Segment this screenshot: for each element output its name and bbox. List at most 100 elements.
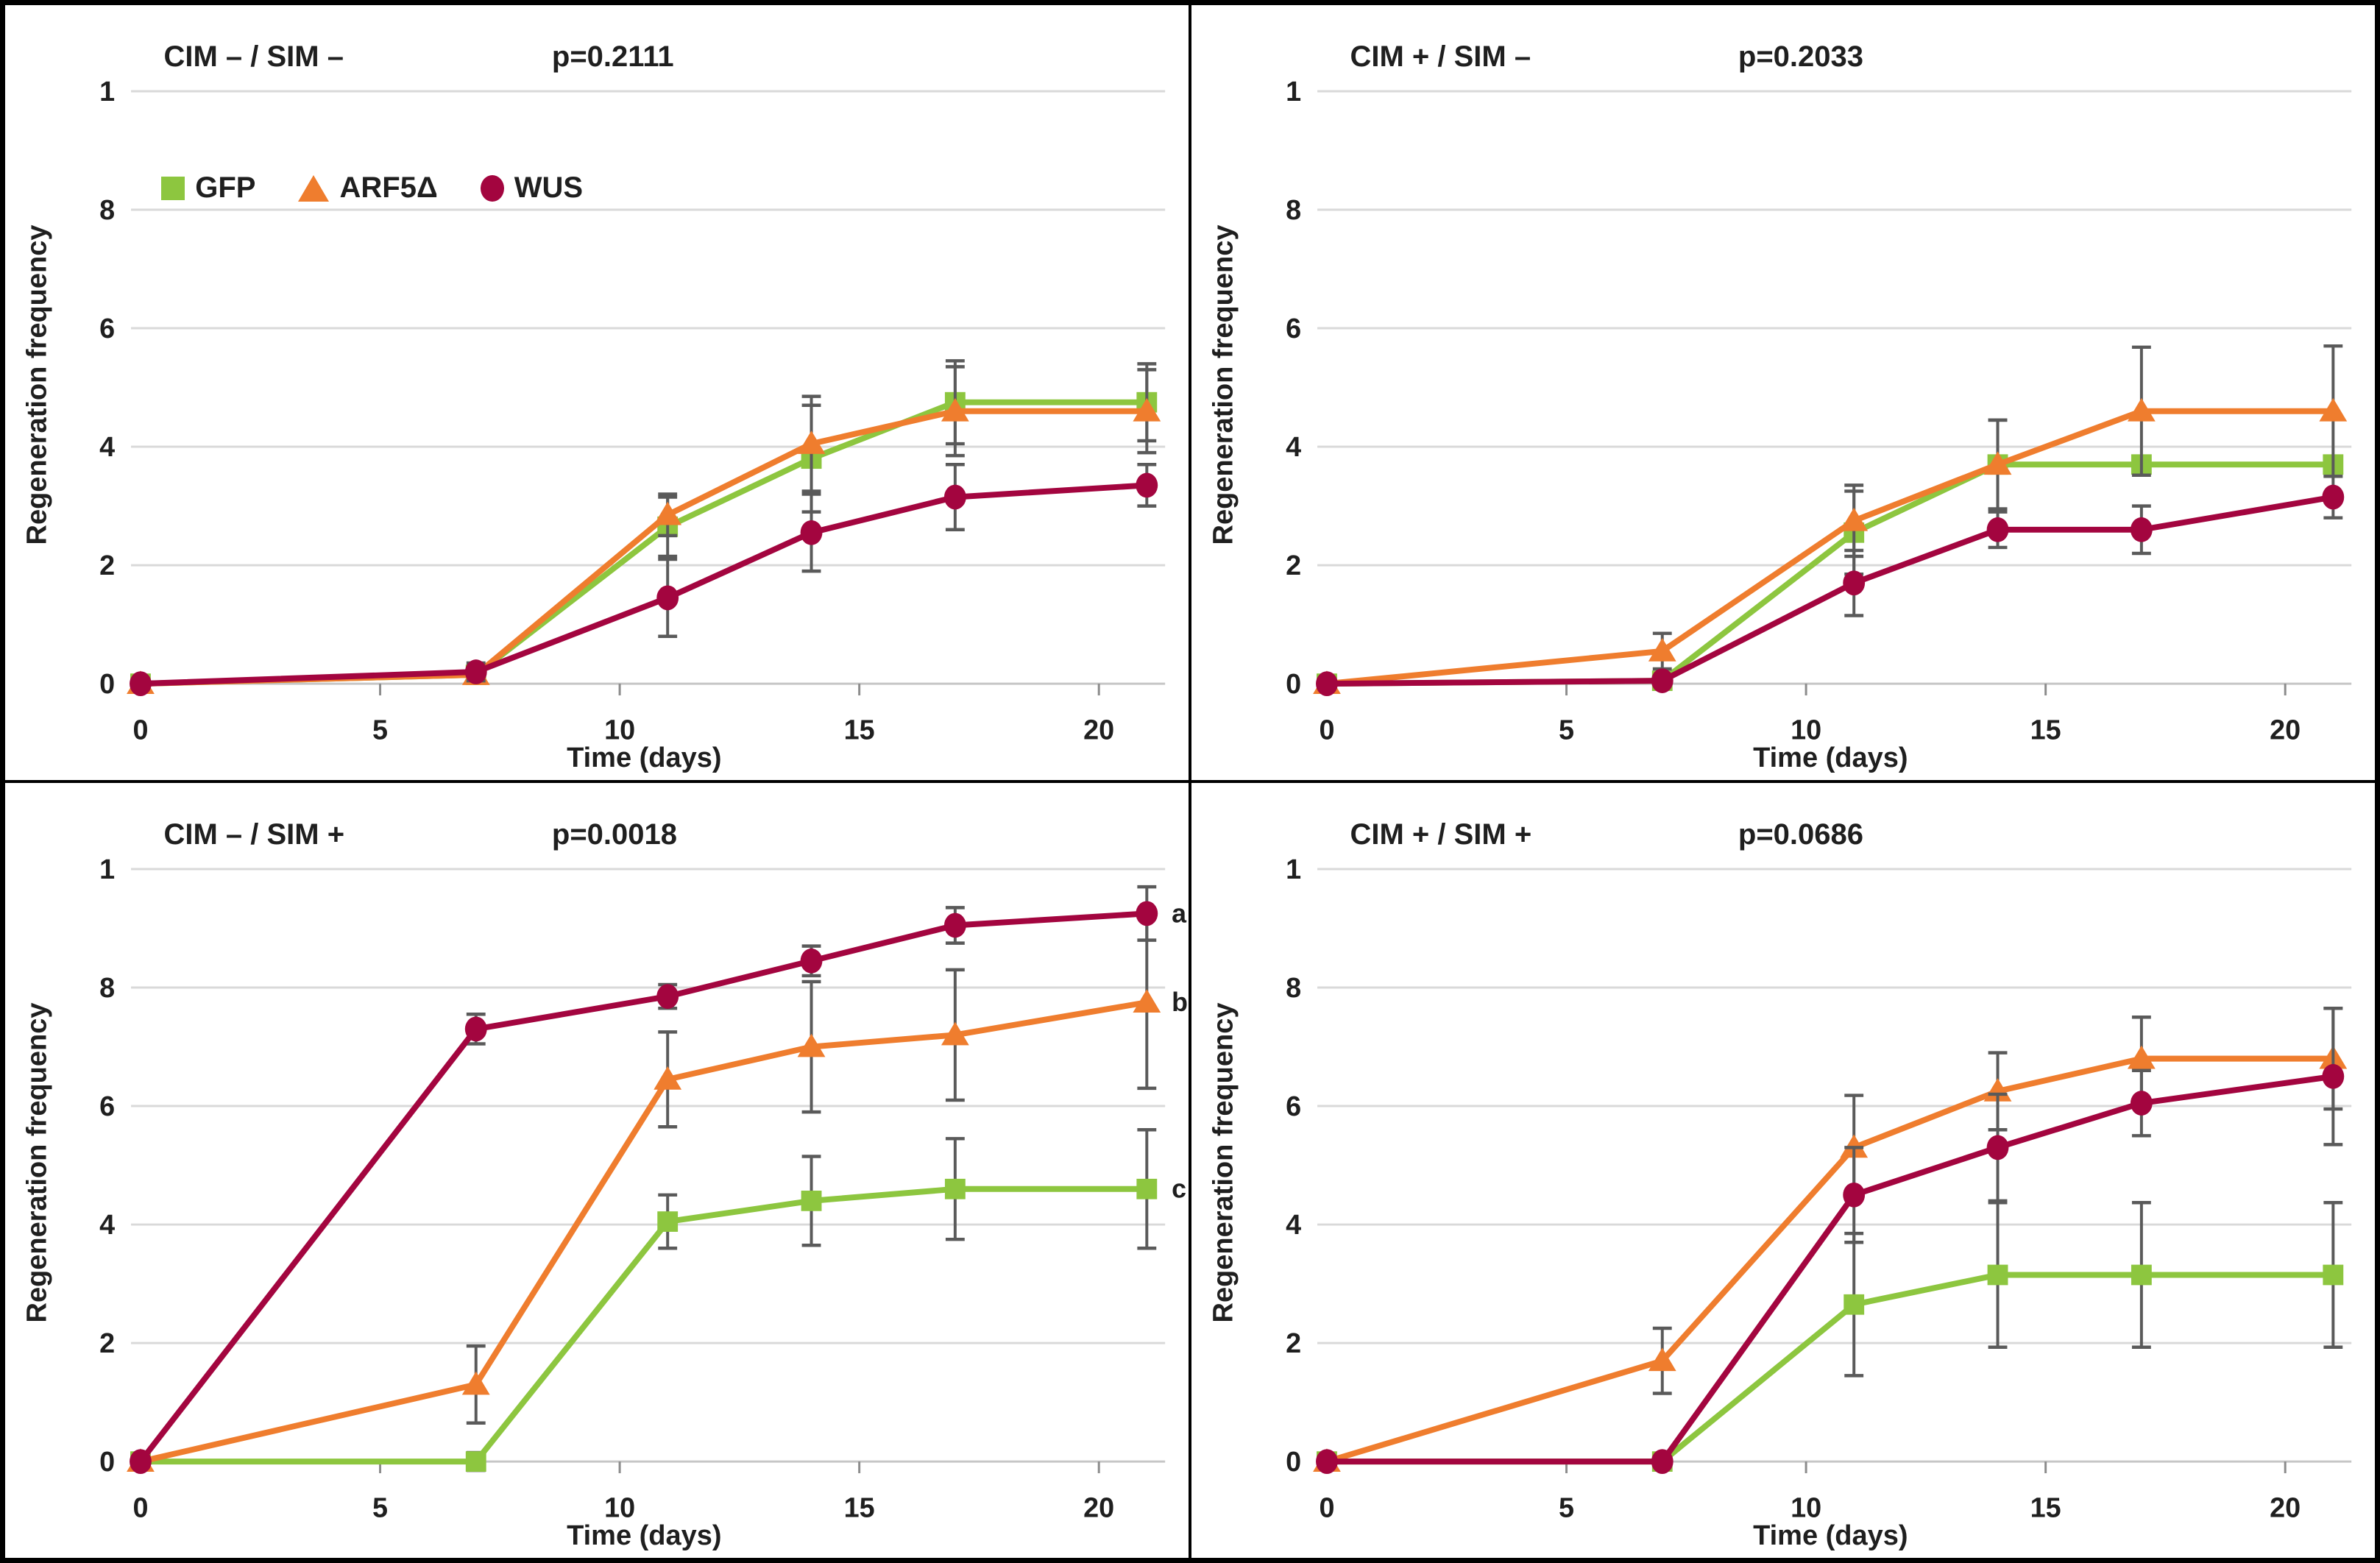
marker-triangle-ARF5 [1648, 637, 1676, 662]
marker-square-GFP [1987, 1264, 2008, 1286]
marker-square-GFP [2323, 1264, 2344, 1286]
y-tick-label: 8 [99, 972, 115, 1003]
y-tick-label: 6 [1286, 1091, 1301, 1121]
panel-cim-plus-sim-plus: 0 2 4 6 8 1 0 5 10 15 20 CIM + / SIM + p=0.0686 Re… [1190, 782, 2376, 1559]
x-tick-label: 5 [372, 715, 388, 745]
x-tick-label: 5 [1559, 1492, 1574, 1523]
marker-circle-WUS [2322, 484, 2345, 510]
series-line-GFP [1326, 1272, 2334, 1465]
annotation-letter-c: c [1172, 1174, 1186, 1204]
marker-circle-WUS [943, 912, 966, 938]
legend-item-wus: WUS [480, 171, 583, 205]
y-tick-label: 4 [1286, 431, 1301, 462]
x-tick-label: 20 [2270, 1492, 2301, 1523]
panel-cim-minus-sim-minus: 0 2 4 6 8 1 0 5 10 15 20 CIM – / SIM – p=0.2111 Re… [4, 4, 1190, 782]
wus-circle-marker-icon [480, 174, 504, 202]
x-tick-label: 15 [2030, 715, 2061, 745]
chart-title: CIM – / SIM – [163, 40, 344, 74]
x-axis-label: Time (days) [567, 742, 722, 773]
marker-triangle-ARF5 [654, 1066, 682, 1090]
chart-title: CIM + / SIM – [1350, 40, 1531, 74]
series-line-GFP [140, 399, 1147, 687]
y-tick-label: 0 [99, 1446, 115, 1477]
x-tick-label: 15 [2030, 1492, 2061, 1523]
marker-triangle-ARF5 [2127, 1045, 2156, 1069]
x-axis-label: Time (days) [1753, 1520, 1908, 1551]
marker-circle-WUS [1136, 472, 1158, 498]
y-tick-label: 2 [1286, 1328, 1301, 1358]
marker-circle-WUS [1316, 1449, 1338, 1474]
y-tick-label: 0 [1286, 1446, 1301, 1477]
x-tick-label: 0 [1319, 715, 1334, 745]
y-tick-label: 8 [1286, 972, 1301, 1003]
marker-triangle-ARF5 [654, 501, 682, 525]
p-value-label: p=0.2033 [1738, 40, 1864, 74]
x-tick-label: 20 [1083, 1492, 1114, 1523]
x-tick-label: 10 [1791, 715, 1821, 745]
legend-label: GFP [195, 171, 256, 205]
x-axis-label: Time (days) [567, 1520, 722, 1551]
marker-circle-WUS [800, 520, 823, 545]
y-axis-label: Regeneration frequency [21, 1002, 53, 1323]
y-tick-label: 1 [1286, 854, 1301, 885]
y-tick-label: 1 [1286, 76, 1301, 107]
marker-circle-WUS [1843, 1182, 1866, 1208]
annotation-letter-a: a [1172, 899, 1187, 928]
marker-circle-WUS [943, 484, 966, 510]
x-axis-label: Time (days) [1753, 742, 1908, 773]
y-tick-label: 2 [99, 1328, 115, 1358]
y-tick-label: 4 [1286, 1209, 1301, 1240]
x-tick-label: 10 [1791, 1492, 1821, 1523]
y-axis-label: Regeneration frequency [21, 224, 53, 545]
series-line-WUS [1326, 1073, 2334, 1465]
series-line-WUS [1326, 494, 2334, 687]
y-tick-label: 8 [1286, 194, 1301, 225]
marker-circle-WUS [2130, 1091, 2153, 1116]
legend-item-arf5: ARF5Δ [298, 171, 438, 205]
marker-triangle-ARF5 [1133, 989, 1161, 1013]
gfp-square-marker-icon [161, 176, 185, 200]
marker-square-GFP [1136, 1178, 1158, 1199]
marker-circle-WUS [130, 1449, 152, 1474]
y-tick-label: 0 [1286, 668, 1301, 699]
series-line-WUS [140, 482, 1147, 687]
y-tick-label: 8 [99, 194, 115, 225]
x-tick-label: 0 [132, 715, 148, 745]
marker-triangle-ARF5 [1648, 1347, 1676, 1372]
y-tick-label: 6 [99, 1091, 115, 1121]
marker-triangle-ARF5 [1983, 451, 2012, 475]
y-tick-label: 1 [99, 854, 115, 885]
marker-triangle-ARF5 [941, 1021, 969, 1046]
x-tick-label: 10 [604, 715, 635, 745]
marker-triangle-ARF5 [1133, 397, 1161, 422]
marker-circle-WUS [656, 984, 679, 1009]
series-line-GFP [1326, 461, 2334, 687]
marker-square-GFP [465, 1451, 486, 1472]
marker-triangle-ARF5 [1840, 507, 1869, 531]
annotation-letter-b: b [1172, 988, 1188, 1017]
marker-square-GFP [1844, 1294, 1865, 1315]
marker-circle-WUS [2322, 1063, 2345, 1089]
marker-circle-WUS [1986, 1135, 2009, 1160]
y-axis-label: Regeneration frequency [1208, 224, 1239, 545]
y-tick-label: 2 [1286, 550, 1301, 581]
x-tick-label: 15 [844, 1492, 875, 1523]
series-line-ARF5 [140, 999, 1147, 1464]
y-tick-label: 6 [1286, 313, 1301, 344]
x-tick-label: 20 [1083, 715, 1114, 745]
legend-label: ARF5Δ [339, 171, 438, 205]
marker-triangle-ARF5 [2319, 397, 2348, 422]
marker-circle-WUS [656, 585, 679, 611]
x-tick-label: 0 [132, 1492, 148, 1523]
y-tick-label: 0 [99, 668, 115, 699]
y-tick-label: 1 [99, 76, 115, 107]
x-tick-label: 0 [1319, 1492, 1334, 1523]
y-axis-label: Regeneration frequency [1208, 1002, 1239, 1323]
marker-triangle-ARF5 [797, 430, 826, 454]
marker-triangle-ARF5 [941, 397, 969, 422]
legend-item-gfp: GFP [161, 171, 255, 205]
